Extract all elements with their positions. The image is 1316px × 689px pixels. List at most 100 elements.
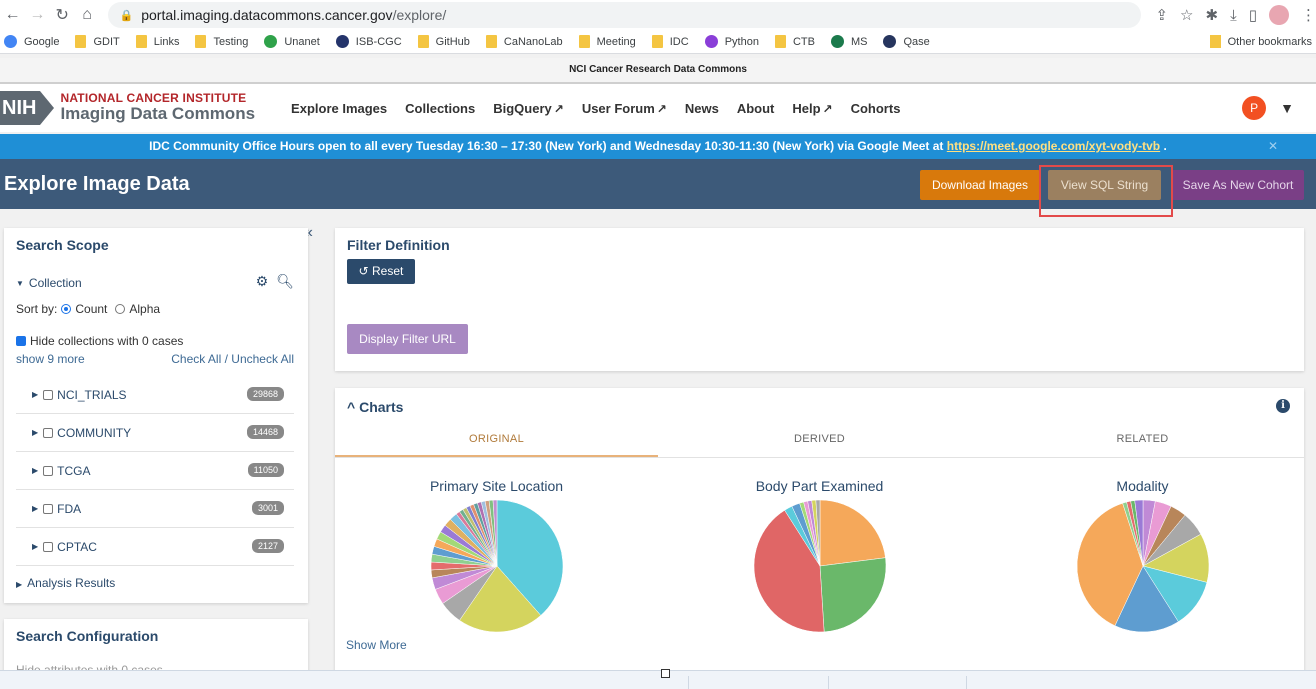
nav-collections[interactable]: Collections xyxy=(405,100,476,116)
collection-checkbox[interactable] xyxy=(43,541,54,552)
forward-icon[interactable]: → xyxy=(29,6,46,23)
profile-icon[interactable] xyxy=(1268,5,1289,25)
search-icon[interactable]: 🔍︎ xyxy=(276,273,294,289)
bookmark-testing[interactable]: Testing xyxy=(195,35,248,48)
bookmark-isb-cgc[interactable]: ISB-CGC xyxy=(335,35,402,48)
nav-explore-images[interactable]: Explore Images xyxy=(291,100,388,116)
bookmark-meeting[interactable]: Meeting xyxy=(578,35,636,48)
home-icon[interactable]: ⌂ xyxy=(82,6,92,23)
reset-button[interactable]: ↺ Reset xyxy=(347,259,415,284)
collection-checkbox[interactable] xyxy=(43,427,54,438)
bookmark-github[interactable]: GitHub xyxy=(417,35,470,48)
collection-item-tcga[interactable]: ▶ TCGA 11050 xyxy=(16,452,294,490)
collection-name: NCI_TRIALS xyxy=(57,387,127,402)
show-more-link[interactable]: Show More xyxy=(346,638,407,652)
info-icon[interactable]: i xyxy=(1276,399,1290,413)
resize-handle[interactable] xyxy=(661,669,670,678)
bookmark-idc[interactable]: IDC xyxy=(651,35,689,48)
gear-icon[interactable]: ⚙ xyxy=(255,273,269,289)
pie-chart-body-part-examined[interactable]: Body Part Examined xyxy=(658,478,981,634)
nci-banner[interactable]: NCI Cancer Research Data Commons xyxy=(0,58,1316,82)
collection-label: Collection xyxy=(28,276,82,290)
caret-right-icon[interactable]: ▶ xyxy=(32,504,39,513)
save-as-new-cohort-button[interactable]: Save As New Cohort xyxy=(1172,170,1304,200)
star-icon[interactable]: ☆ xyxy=(1180,7,1194,24)
bookmark-label: Testing xyxy=(213,35,249,48)
reload-icon[interactable]: ↻ xyxy=(55,7,69,24)
avatar[interactable]: P xyxy=(1242,96,1267,120)
close-icon[interactable]: ✕ xyxy=(1267,139,1278,153)
hide-zero-checkbox[interactable] xyxy=(16,336,26,346)
tab-original[interactable]: ORIGINAL xyxy=(335,426,658,457)
pie-slice[interactable] xyxy=(458,565,541,633)
display-filter-url-button[interactable]: Display Filter URL xyxy=(347,324,468,354)
pie-slice[interactable] xyxy=(815,499,820,567)
bookmark-links[interactable]: Links xyxy=(135,35,179,48)
pie-slice[interactable] xyxy=(1133,499,1143,567)
pie-slice[interactable] xyxy=(819,557,886,633)
bookmark-cananolab[interactable]: CaNanoLab xyxy=(485,35,563,48)
sidepanel-icon[interactable]: ▯ xyxy=(1248,7,1257,24)
collection-item-fda[interactable]: ▶ FDA 3001 xyxy=(16,490,294,528)
idc-logo[interactable]: NIH NATIONAL CANCER INSTITUTE Imaging Da… xyxy=(0,86,255,130)
pie-slice[interactable] xyxy=(1114,565,1179,633)
site-favicon-icon xyxy=(264,35,278,48)
download-images-button[interactable]: Download Images xyxy=(920,170,1040,200)
uncheck-all-link[interactable]: Uncheck All xyxy=(231,352,294,366)
collection-checkbox[interactable] xyxy=(43,503,54,514)
tab-derived[interactable]: DERIVED xyxy=(794,433,845,445)
sort-count-radio[interactable] xyxy=(61,304,72,314)
caret-right-icon[interactable]: ▶ xyxy=(32,542,39,551)
pie-chart-modality[interactable]: Modality xyxy=(981,478,1304,634)
bookmark-gdit[interactable]: GDIT xyxy=(75,35,120,48)
bookmark-qase[interactable]: Qase xyxy=(883,35,930,48)
address-bar[interactable]: 🔒 portal.imaging.datacommons.cancer.gov /… xyxy=(107,2,1142,28)
bookmark-unanet[interactable]: Unanet xyxy=(264,35,320,48)
pie-slice[interactable] xyxy=(496,499,563,616)
collapse-sidebar-icon[interactable]: « xyxy=(304,224,313,241)
collection-item-cptac[interactable]: ▶ CPTAC 2127 xyxy=(16,528,294,566)
pie-slice[interactable] xyxy=(819,499,886,567)
pie-slice[interactable] xyxy=(1076,502,1143,627)
check-all-link[interactable]: Check All xyxy=(171,352,222,366)
sort-alpha-radio[interactable] xyxy=(115,304,126,314)
user-menu[interactable]: P ▼ xyxy=(1242,96,1294,120)
charts-header[interactable]: ^ Charts xyxy=(347,399,403,415)
nav-help[interactable]: Help ↗ xyxy=(792,101,832,116)
extensions-icon[interactable]: ✱ xyxy=(1205,7,1219,24)
collection-checkbox[interactable] xyxy=(43,465,54,476)
nav-cohorts[interactable]: Cohorts xyxy=(850,100,901,116)
bookmark-ms[interactable]: MS xyxy=(830,35,867,48)
pie-chart-primary-site-location[interactable]: Primary Site Location xyxy=(335,478,658,634)
view-sql-string-button[interactable]: View SQL String xyxy=(1048,170,1161,200)
hide-zero-label: Hide collections with 0 cases xyxy=(30,334,184,348)
bookmark-python[interactable]: Python xyxy=(704,35,759,48)
other-bookmarks[interactable]: Other bookmarks xyxy=(1209,35,1312,48)
collection-item-nci-trials[interactable]: ▶ NCI_TRIALS 29868 xyxy=(16,376,294,414)
download-icon[interactable]: ⤓ xyxy=(1230,6,1237,24)
collection-item-community[interactable]: ▶ COMMUNITY 14468 xyxy=(16,414,294,452)
collection-header[interactable]: ▼ Collection ⚙ 🔍︎ xyxy=(16,273,294,290)
analysis-results-toggle[interactable]: ▶ Analysis Results xyxy=(16,576,115,590)
show-more-link[interactable]: show 9 more xyxy=(16,352,85,366)
back-icon[interactable]: ← xyxy=(4,6,21,23)
bookmark-google[interactable]: Google xyxy=(4,35,59,48)
collection-links: show 9 more Check All / Uncheck All xyxy=(16,352,294,366)
pie-slice[interactable] xyxy=(492,499,497,567)
nav-about[interactable]: About xyxy=(736,100,775,116)
caret-right-icon[interactable]: ▶ xyxy=(32,466,39,475)
bookmark-ctb[interactable]: CTB xyxy=(774,35,815,48)
pie-slice[interactable] xyxy=(753,509,824,633)
nav-user-forum[interactable]: User Forum ↗ xyxy=(582,101,667,116)
announcement-link[interactable]: https://meet.google.com/xyt-vody-tvb xyxy=(946,139,1161,153)
charts-title: Charts xyxy=(359,399,404,415)
nav-news[interactable]: News xyxy=(684,100,719,116)
tab-related[interactable]: RELATED xyxy=(1116,433,1169,445)
caret-right-icon[interactable]: ▶ xyxy=(32,428,39,437)
share-icon[interactable]: ⇪ xyxy=(1155,7,1169,24)
collection-checkbox[interactable] xyxy=(43,389,54,400)
caret-right-icon[interactable]: ▶ xyxy=(32,390,39,399)
menu-icon[interactable]: ⋮ xyxy=(1300,7,1316,24)
nav-bigquery[interactable]: BigQuery ↗ xyxy=(493,101,564,116)
caret-down-icon[interactable]: ▼ xyxy=(1280,100,1294,116)
